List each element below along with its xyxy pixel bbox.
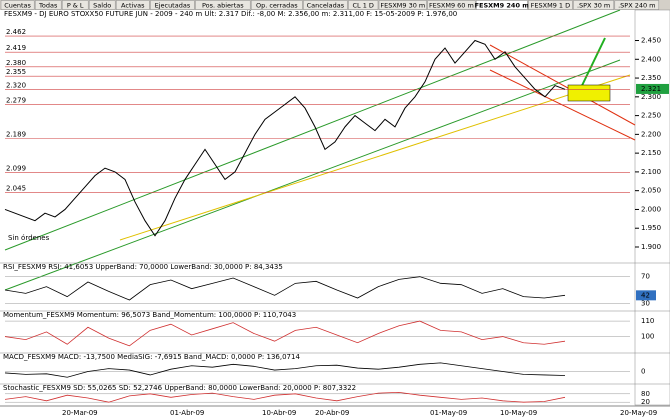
tab-label[interactable]: FESXM9 60 m [429,2,474,10]
y-tick-label: 2.150 [641,149,661,157]
last-price-label: 2.321 [641,85,661,93]
tab[interactable] [61,0,89,10]
channel-line [4,59,621,291]
tab[interactable] [115,0,150,10]
tab-label[interactable]: FESXM9 240 m [475,2,530,10]
y-tick-label: 2.050 [641,187,661,195]
last-value-box [636,290,656,301]
x-tick-label: 10-May-09 [500,409,537,417]
indicator-label: Stochastic_FESXM9 SD: 55,0265 SD: 52,274… [3,384,356,392]
tab[interactable] [88,0,116,10]
tab-label[interactable]: Canceladas [307,2,345,10]
x-tick-label: 10-Abr-09 [262,409,296,417]
price-panel [4,9,636,291]
tab[interactable] [348,0,379,10]
level-label: 2.099 [6,164,26,172]
tab-label[interactable]: Pos. abiertas [202,2,244,10]
x-tick-label: 01-May-09 [430,409,467,417]
tab-label[interactable]: Activas [121,2,145,10]
y-tick-label: 2.250 [641,112,661,120]
indicator-line [4,391,566,403]
tab-label[interactable]: FESXM9 30 m [380,2,425,10]
y-tick-label: 2.400 [641,55,661,63]
level-label: 2.279 [6,97,26,105]
header-info: FESXM9 - DJ EURO STOXX50 FUTURE JUN - 20… [4,10,457,18]
x-tick-label: 20-May-09 [620,409,657,417]
y-tick-label: 1.950 [641,224,661,232]
channel-line [4,9,621,251]
tab-label[interactable]: Op. cerradas [256,2,298,10]
y-tick-label: 1.900 [641,243,661,251]
tab-label[interactable]: .SPX 240 m [618,2,655,10]
level-label: 2.462 [6,28,26,36]
tab-label[interactable]: P & L [67,2,84,10]
tab-label[interactable]: Ejecutadas [155,2,191,10]
tab[interactable] [0,0,35,10]
y-tick-label: 30 [641,299,650,307]
indicator-label: Momentum_FESXM9 Momentum: 96,5073 Band_M… [3,311,296,319]
indicator-label: RSI_FESXM9 RSI: 41,6053 UpperBand: 70,00… [3,263,283,271]
indicator-line [4,276,566,301]
tab-label[interactable]: Cuentas [4,2,31,10]
y-tick-label: 70 [641,273,650,281]
x-tick-label: 20-Mar-09 [62,409,98,417]
y-tick-label: 2.200 [641,130,661,138]
tab[interactable] [250,0,303,10]
target-box [567,84,611,102]
tab[interactable] [528,0,573,10]
x-tick-label: 20-Abr-09 [315,409,349,417]
y-tick-label: 2.000 [641,205,661,213]
tab-label[interactable]: CL 1 D [352,2,373,10]
tab-label[interactable]: .SPX 30 m [577,2,610,10]
indicator-line [4,362,566,378]
indicator-label: MACD_FESXM9 MACD: -13,7500 MediaSIG: -7,… [3,353,300,361]
tab[interactable] [614,0,660,10]
tab[interactable] [475,0,528,10]
y-tick-label: 2.450 [641,37,661,45]
level-label: 2.189 [6,130,26,138]
tab-label[interactable]: FESXM9 1 D [531,2,570,10]
tab[interactable] [34,0,62,10]
tab-label[interactable]: Todas [38,2,58,10]
tab[interactable] [150,0,195,10]
tab[interactable] [573,0,615,10]
level-label: 2.380 [6,59,26,67]
y-tick-label: 80 [641,390,650,398]
level-label: 2.355 [6,68,26,76]
x-tick-label: 01-Abr-09 [170,409,204,417]
last-price-box [636,83,669,94]
trend-line [489,44,636,126]
tab[interactable] [303,0,348,10]
orders-label: Sin órdenes [8,234,50,242]
y-tick-label: 0 [641,368,645,376]
level-label: 2.320 [6,81,26,89]
price-axis [634,9,670,406]
indicator-line [4,320,566,347]
tab[interactable] [378,0,427,10]
y-tick-label: 2.100 [641,168,661,176]
price-line [4,39,566,237]
y-tick-label: 2.300 [641,93,661,101]
y-tick-label: 110 [641,317,654,325]
tab[interactable] [427,0,476,10]
tab[interactable] [195,0,251,10]
y-tick-label: 2.350 [641,74,661,82]
last-value-label: 42 [641,291,650,299]
trend-line [119,74,631,241]
level-label: 2.045 [6,185,26,193]
level-label: 2.419 [6,44,26,52]
y-tick-label: 20 [641,398,650,406]
tab-label[interactable]: Saldo [93,2,111,10]
y-tick-label: 100 [641,333,654,341]
